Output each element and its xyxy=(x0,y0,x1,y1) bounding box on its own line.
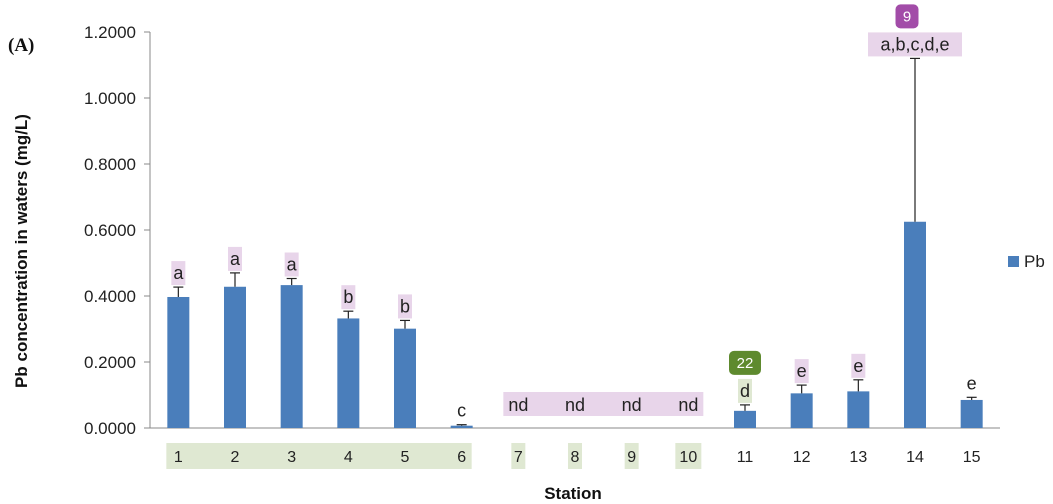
bar-station-6 xyxy=(450,425,473,428)
x-tick-label: 4 xyxy=(344,449,353,466)
sig-label-highlight xyxy=(794,359,809,384)
sig-label-station-3: a xyxy=(287,255,298,275)
x-tick-label: 12 xyxy=(793,449,811,466)
bar-station-2 xyxy=(224,286,246,428)
x-tick-label: 11 xyxy=(737,449,754,466)
sig-label-highlight xyxy=(398,294,412,319)
y-tick-label: 0.6000 xyxy=(84,221,136,240)
sig-label-station-8: nd xyxy=(565,395,585,415)
sig-label-station-4: b xyxy=(343,287,353,307)
y-axis: 0.0000 0.2000 0.4000 0.6000 0.8000 1.0000 1.20… xyxy=(84,23,151,438)
sig-label-highlight xyxy=(171,261,186,286)
bar-station-1 xyxy=(167,296,190,428)
x-tick-label: 1 xyxy=(174,449,183,466)
bar-station-13 xyxy=(847,391,870,428)
y-axis-title: Pb concentration in waters (mg/L) xyxy=(12,114,31,388)
sig-label-station-15: e xyxy=(967,373,977,393)
significance-labels: a a a b b c nd nd nd nd d e e a,b,c,d,e e xyxy=(171,32,977,421)
x-tick-label: 9 xyxy=(627,449,636,466)
comment-badges: 9 22 xyxy=(729,4,919,375)
sig-label-station-1: a xyxy=(173,263,184,283)
x-tick-label: 3 xyxy=(287,449,296,466)
x-tick-label: 6 xyxy=(457,449,466,466)
y-tick-label: 0.2000 xyxy=(84,353,136,372)
y-tick-label: 0.4000 xyxy=(84,287,136,306)
sig-label-station-12: e xyxy=(797,361,807,381)
bar-station-4 xyxy=(337,318,360,428)
x-highlight-7 xyxy=(511,443,526,469)
sig-label-station-11: d xyxy=(740,381,750,401)
x-tick-label: 8 xyxy=(571,449,580,466)
comment-badge-text: 9 xyxy=(903,8,911,25)
y-tick-label: 0.0000 xyxy=(84,419,136,438)
sig-label-station-13: e xyxy=(853,356,863,376)
sig-label-station-10: nd xyxy=(678,395,698,415)
comment-badge xyxy=(729,350,761,375)
x-tick-label: 14 xyxy=(906,449,924,466)
x-highlight-9 xyxy=(624,443,639,469)
bar-station-12 xyxy=(790,393,813,428)
sig-label-highlight xyxy=(284,252,299,277)
x-highlight-1-6 xyxy=(166,443,472,469)
x-tick-label: 5 xyxy=(401,449,410,466)
sig-label-station-5: b xyxy=(400,296,410,316)
comment-badge xyxy=(895,4,919,29)
comment-badge-text: 22 xyxy=(737,355,754,372)
x-tick-highlights xyxy=(166,443,702,469)
sig-label-highlight xyxy=(851,353,866,378)
x-tick-label: 13 xyxy=(849,449,867,466)
x-tick-label: 15 xyxy=(963,449,981,466)
y-tick-label: 0.8000 xyxy=(84,155,136,174)
sig-label-highlight xyxy=(228,246,242,271)
sig-label-highlight xyxy=(341,285,356,310)
bar-station-15 xyxy=(960,399,983,428)
x-tick-label: 10 xyxy=(679,449,697,466)
bar-series-pb xyxy=(167,221,983,428)
bar-station-5 xyxy=(394,328,416,428)
nd-highlight xyxy=(503,392,704,416)
legend: Pb xyxy=(1008,252,1045,271)
y-tick-label: 1.0000 xyxy=(84,89,136,108)
sig-label-station-7: nd xyxy=(508,395,528,415)
error-bars xyxy=(173,57,977,426)
x-tick-label: 7 xyxy=(514,449,523,466)
sig-label-highlight xyxy=(868,32,962,57)
x-highlight-8 xyxy=(568,443,582,469)
y-tick-label: 1.2000 xyxy=(84,23,136,42)
x-axis-title: Station xyxy=(544,484,602,503)
x-tick-label: 2 xyxy=(231,449,240,466)
sig-label-station-14: a,b,c,d,e xyxy=(880,34,949,54)
sig-label-station-9: nd xyxy=(622,395,642,415)
bar-station-3 xyxy=(280,285,303,428)
legend-label-pb: Pb xyxy=(1024,252,1045,271)
sig-label-station-6: c xyxy=(457,401,466,421)
x-highlight-10 xyxy=(675,443,702,469)
panel-label: (A) xyxy=(8,35,34,56)
bar-station-11 xyxy=(734,410,756,428)
bar-station-14 xyxy=(904,221,926,428)
sig-label-station-2: a xyxy=(230,249,241,269)
legend-swatch-pb xyxy=(1008,256,1019,267)
sig-label-highlight xyxy=(738,378,752,403)
